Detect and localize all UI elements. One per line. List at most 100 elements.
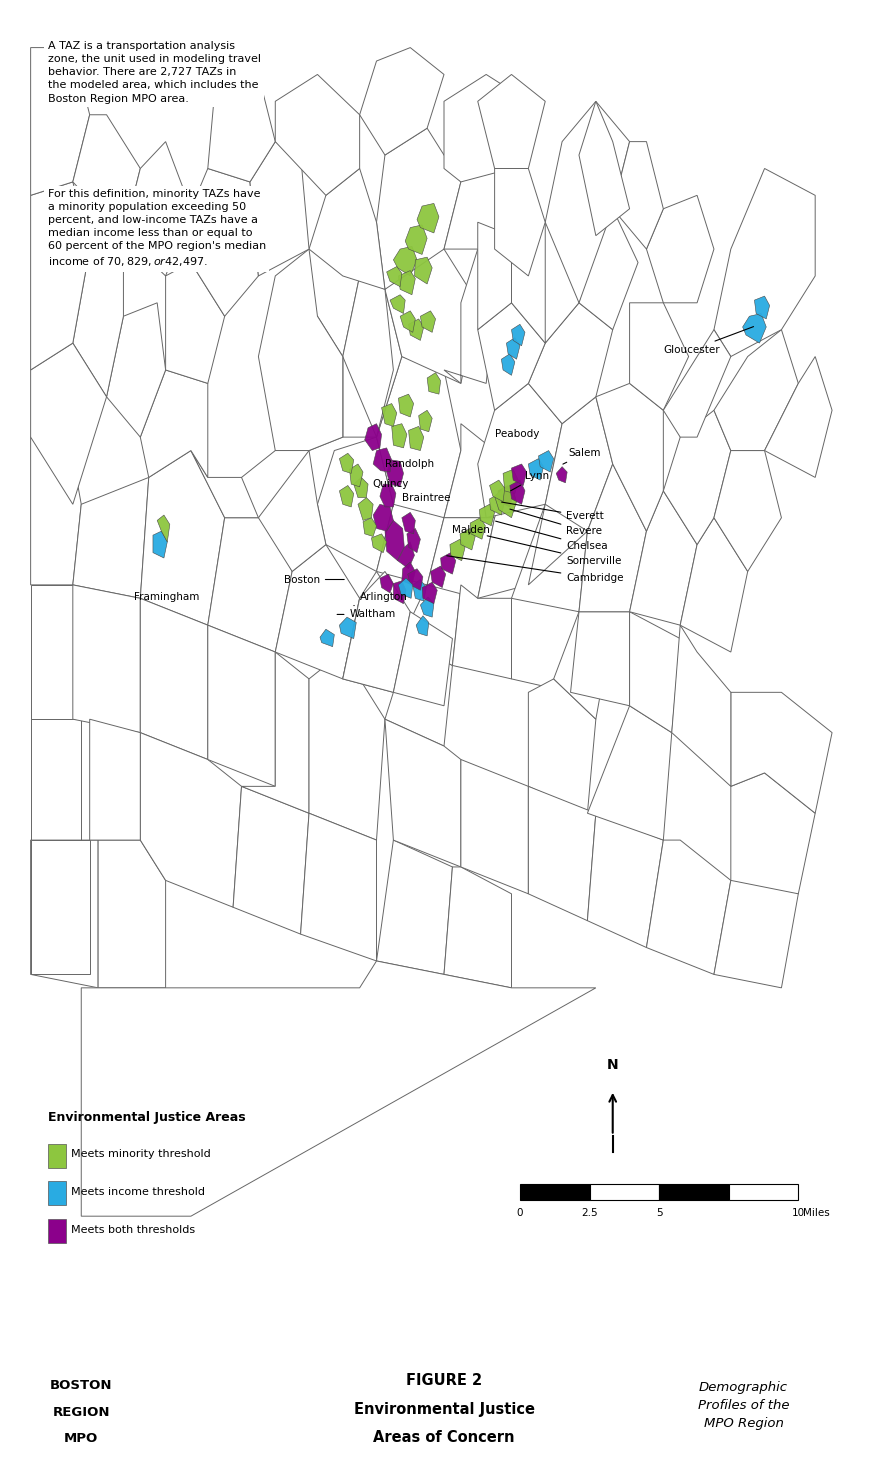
- Polygon shape: [73, 115, 140, 235]
- Bar: [519, 1184, 590, 1200]
- Polygon shape: [646, 839, 731, 974]
- Polygon shape: [339, 618, 356, 638]
- Text: 5: 5: [656, 1207, 662, 1218]
- Polygon shape: [385, 638, 452, 746]
- Polygon shape: [386, 460, 403, 486]
- Polygon shape: [292, 317, 343, 451]
- Polygon shape: [663, 330, 731, 437]
- Polygon shape: [495, 168, 545, 276]
- Text: 10: 10: [792, 1207, 805, 1218]
- Polygon shape: [588, 813, 663, 948]
- Polygon shape: [385, 720, 461, 867]
- FancyBboxPatch shape: [47, 1181, 66, 1206]
- Text: Arlington: Arlington: [354, 591, 408, 606]
- Polygon shape: [73, 585, 140, 733]
- Text: Meets minority threshold: Meets minority threshold: [71, 1149, 210, 1159]
- Polygon shape: [478, 384, 562, 518]
- Text: Areas of Concern: Areas of Concern: [373, 1431, 515, 1445]
- Polygon shape: [511, 585, 579, 692]
- Polygon shape: [250, 142, 309, 276]
- Bar: [590, 1184, 659, 1200]
- Polygon shape: [420, 311, 435, 333]
- Polygon shape: [140, 599, 208, 759]
- Polygon shape: [380, 574, 393, 593]
- Polygon shape: [73, 235, 123, 397]
- Polygon shape: [579, 464, 646, 612]
- Polygon shape: [140, 451, 225, 625]
- Polygon shape: [460, 529, 475, 550]
- Polygon shape: [30, 48, 90, 196]
- Polygon shape: [596, 384, 663, 531]
- Polygon shape: [480, 504, 495, 526]
- Text: Miles: Miles: [803, 1207, 829, 1218]
- Polygon shape: [680, 518, 748, 653]
- FancyBboxPatch shape: [47, 1219, 66, 1242]
- Text: Cambridge: Cambridge: [447, 556, 624, 583]
- Polygon shape: [393, 247, 417, 276]
- Polygon shape: [588, 705, 671, 839]
- Polygon shape: [30, 839, 90, 974]
- Bar: [659, 1184, 729, 1200]
- Polygon shape: [191, 451, 258, 518]
- Polygon shape: [502, 353, 515, 375]
- Polygon shape: [444, 74, 528, 182]
- Polygon shape: [309, 168, 385, 289]
- Text: A TAZ is a transportation analysis
zone, the unit used in modeling travel
behavi: A TAZ is a transportation analysis zone,…: [47, 41, 260, 104]
- Polygon shape: [343, 571, 401, 692]
- Polygon shape: [511, 222, 562, 343]
- Polygon shape: [358, 498, 373, 520]
- Polygon shape: [506, 337, 519, 359]
- Polygon shape: [393, 612, 452, 705]
- Polygon shape: [123, 142, 191, 276]
- Polygon shape: [153, 531, 167, 558]
- Polygon shape: [360, 48, 444, 155]
- Polygon shape: [510, 480, 525, 504]
- Polygon shape: [392, 423, 407, 448]
- Polygon shape: [377, 839, 452, 974]
- Polygon shape: [418, 410, 432, 432]
- Polygon shape: [731, 692, 832, 813]
- Text: Malden: Malden: [452, 524, 490, 534]
- Polygon shape: [399, 578, 413, 599]
- Polygon shape: [275, 545, 360, 679]
- Text: Randolph: Randolph: [385, 458, 434, 469]
- Polygon shape: [377, 128, 461, 289]
- Polygon shape: [714, 330, 798, 451]
- Polygon shape: [538, 451, 554, 472]
- Text: Peabody: Peabody: [495, 429, 539, 439]
- Polygon shape: [470, 518, 486, 539]
- Polygon shape: [528, 451, 588, 585]
- Text: FIGURE 2: FIGURE 2: [406, 1372, 482, 1388]
- Polygon shape: [511, 504, 588, 612]
- Polygon shape: [731, 772, 815, 894]
- Polygon shape: [82, 961, 596, 1216]
- Text: Boston: Boston: [283, 574, 345, 584]
- Polygon shape: [444, 423, 495, 518]
- Polygon shape: [401, 512, 416, 534]
- Polygon shape: [452, 585, 511, 679]
- Polygon shape: [107, 302, 165, 437]
- Polygon shape: [393, 581, 406, 603]
- Polygon shape: [343, 276, 393, 437]
- Polygon shape: [554, 612, 613, 720]
- Text: Meets both thresholds: Meets both thresholds: [71, 1225, 195, 1235]
- Text: 0: 0: [517, 1207, 523, 1218]
- Polygon shape: [489, 480, 504, 502]
- Polygon shape: [742, 314, 766, 343]
- Polygon shape: [528, 787, 596, 921]
- Polygon shape: [511, 464, 527, 486]
- Polygon shape: [30, 839, 98, 988]
- Polygon shape: [444, 867, 511, 988]
- Polygon shape: [570, 612, 630, 705]
- Polygon shape: [671, 625, 731, 787]
- Polygon shape: [444, 115, 511, 250]
- Polygon shape: [417, 203, 439, 234]
- Polygon shape: [365, 423, 382, 451]
- Polygon shape: [399, 394, 414, 418]
- Polygon shape: [489, 493, 504, 515]
- Polygon shape: [165, 263, 225, 384]
- Text: Framingham: Framingham: [133, 591, 199, 602]
- Polygon shape: [408, 426, 424, 451]
- Polygon shape: [398, 542, 415, 569]
- Polygon shape: [415, 257, 432, 285]
